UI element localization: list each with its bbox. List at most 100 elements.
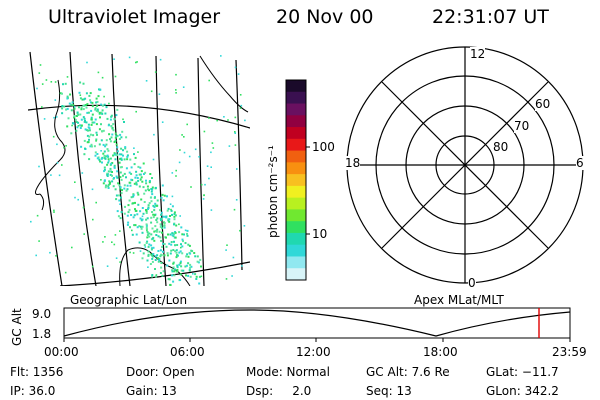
emission-pixel xyxy=(147,266,149,268)
emission-pixel xyxy=(124,147,127,150)
emission-pixel xyxy=(105,143,108,146)
emission-pixel xyxy=(210,151,212,154)
emission-pixel xyxy=(236,168,238,170)
emission-pixel xyxy=(81,98,84,101)
emission-pixel xyxy=(171,205,174,208)
emission-pixel xyxy=(120,196,122,199)
emission-pixel xyxy=(172,262,175,265)
emission-pixel xyxy=(126,154,129,157)
coastline xyxy=(39,193,45,211)
sequence-number: Seq: 13 xyxy=(366,384,412,398)
emission-pixel xyxy=(234,144,237,146)
emission-pixel xyxy=(168,220,171,223)
emission-pixel xyxy=(144,171,147,174)
emission-pixel xyxy=(145,212,148,214)
emission-pixel xyxy=(198,156,200,158)
emission-pixel xyxy=(90,145,93,148)
emission-pixel xyxy=(157,250,160,252)
emission-pixel xyxy=(145,182,148,185)
emission-pixel xyxy=(58,174,61,177)
emission-pixel xyxy=(109,138,111,141)
emission-pixel xyxy=(203,130,206,133)
emission-pixel xyxy=(135,61,137,64)
emission-pixel xyxy=(163,225,166,228)
emission-pixel xyxy=(220,55,222,57)
emission-pixel xyxy=(147,254,150,257)
emission-pixel xyxy=(128,56,131,59)
emission-pixel xyxy=(106,163,109,166)
emission-pixel xyxy=(55,255,57,257)
emission-pixel xyxy=(190,186,192,188)
emission-pixel xyxy=(116,134,119,137)
emission-pixel xyxy=(129,158,132,161)
emission-pixel xyxy=(141,180,144,183)
emission-pixel xyxy=(101,112,104,115)
colorbar-cell xyxy=(286,162,306,175)
gain-value: Gain: 13 xyxy=(126,384,177,398)
emission-pixel xyxy=(186,253,189,256)
emission-pixel xyxy=(118,161,121,164)
emission-pixel xyxy=(163,243,166,246)
emission-pixel xyxy=(208,79,210,82)
emission-pixel xyxy=(137,151,139,153)
emission-pixel xyxy=(186,229,189,232)
emission-pixel xyxy=(152,158,155,161)
emission-pixel xyxy=(102,182,105,185)
emission-pixel xyxy=(114,136,117,139)
emission-pixel xyxy=(109,157,112,160)
emission-pixel xyxy=(170,241,173,243)
emission-pixel xyxy=(120,192,123,195)
emission-pixel xyxy=(147,204,150,207)
colorbar-cell xyxy=(286,80,306,93)
emission-pixel xyxy=(119,176,122,179)
emission-pixel xyxy=(45,79,48,81)
emission-pixel xyxy=(120,153,123,156)
emission-pixel xyxy=(185,255,188,258)
emission-pixel xyxy=(95,109,98,112)
emission-pixel xyxy=(145,228,148,231)
emission-pixel xyxy=(78,91,81,94)
emission-pixel xyxy=(49,251,51,254)
emission-pixel xyxy=(108,160,110,162)
emission-pixel xyxy=(146,217,149,220)
emission-pixel xyxy=(105,139,108,142)
emission-pixel xyxy=(70,109,73,112)
emission-pixel xyxy=(120,166,123,169)
emission-pixel xyxy=(168,218,171,221)
emission-pixel xyxy=(79,97,82,100)
emission-pixel xyxy=(66,107,69,110)
emission-pixel xyxy=(152,204,155,207)
emission-pixel xyxy=(120,147,123,150)
emission-pixel xyxy=(76,126,79,129)
emission-pixel xyxy=(136,213,139,216)
emission-pixel xyxy=(161,231,163,234)
emission-pixel xyxy=(98,88,100,91)
emission-pixel xyxy=(91,113,94,116)
emission-pixel xyxy=(106,265,109,267)
emission-pixel xyxy=(102,241,104,243)
emission-pixel xyxy=(145,210,148,213)
emission-pixel xyxy=(90,143,93,146)
emission-pixel xyxy=(38,240,40,242)
emission-pixel xyxy=(72,122,75,125)
emission-pixel xyxy=(132,195,135,198)
emission-pixel xyxy=(41,106,43,108)
emission-pixel xyxy=(234,131,236,133)
emission-pixel xyxy=(70,132,73,135)
emission-pixel xyxy=(107,187,110,189)
emission-pixel xyxy=(141,257,144,260)
emission-pixel xyxy=(194,255,197,258)
emission-pixel xyxy=(225,278,228,280)
emission-pixel xyxy=(123,212,126,215)
emission-pixel xyxy=(82,206,85,209)
emission-pixel xyxy=(170,209,173,212)
emission-pixel xyxy=(156,257,159,260)
emission-pixel xyxy=(115,135,118,138)
emission-pixel xyxy=(120,158,123,161)
emission-pixel xyxy=(148,202,151,205)
emission-pixel xyxy=(101,130,104,133)
emission-pixel xyxy=(162,215,165,218)
emission-pixel xyxy=(102,143,105,146)
emission-pixel xyxy=(95,201,97,204)
door-status: Door: Open xyxy=(126,365,195,379)
